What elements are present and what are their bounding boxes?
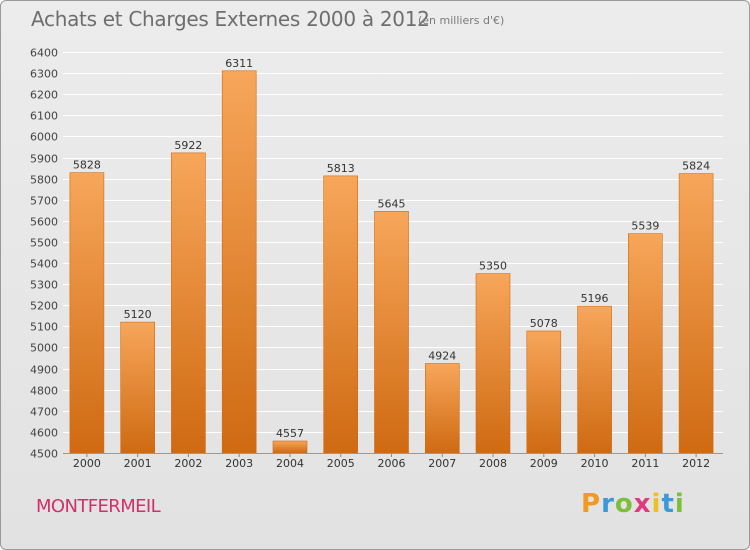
bar-2007 bbox=[424, 363, 460, 454]
x-tick-label: 2008 bbox=[479, 457, 507, 470]
y-tick-label: 5300 bbox=[30, 279, 58, 292]
y-tick-label: 6200 bbox=[30, 89, 58, 102]
bar-2004 bbox=[272, 440, 308, 454]
value-label: 5350 bbox=[479, 260, 507, 273]
x-tick-label: 2003 bbox=[225, 457, 253, 470]
logo-letter: i bbox=[674, 489, 685, 519]
y-tick-label: 5600 bbox=[30, 216, 58, 229]
chart-subtitle: (en milliers d'€) bbox=[418, 14, 505, 27]
y-axis: 4500 4600 4700 4800 4900 5000 5100 5200 5300 5400… bbox=[30, 47, 58, 461]
proxiti-logo: Proxiti bbox=[581, 489, 685, 519]
value-label: 5824 bbox=[682, 160, 710, 173]
bar-2009 bbox=[526, 330, 562, 454]
bar-2003 bbox=[221, 70, 257, 454]
x-tick-label: 2009 bbox=[530, 457, 558, 470]
bar-2002 bbox=[171, 152, 206, 454]
x-tick-label: 2001 bbox=[124, 457, 152, 470]
value-label: 5922 bbox=[174, 139, 202, 152]
x-tick-label: 2005 bbox=[327, 457, 355, 470]
value-label: 5645 bbox=[378, 197, 406, 210]
y-tick-label: 5500 bbox=[30, 237, 58, 250]
bar-2005 bbox=[323, 175, 359, 454]
city-name: MONTFERMEIL bbox=[36, 496, 161, 517]
logo-letter: x bbox=[633, 489, 652, 519]
value-label: 5828 bbox=[73, 159, 101, 172]
y-tick-label: 5200 bbox=[30, 300, 58, 313]
x-tick-label: 2011 bbox=[631, 457, 659, 470]
y-tick-label: 4600 bbox=[30, 427, 58, 440]
bar-2010 bbox=[577, 305, 612, 454]
chart-title: Achats et Charges Externes 2000 à 2012 bbox=[31, 7, 430, 31]
bar-2006 bbox=[374, 211, 409, 454]
x-tick-label: 2000 bbox=[73, 457, 101, 470]
y-tick-label: 6300 bbox=[30, 68, 58, 81]
y-tick-label: 4800 bbox=[30, 385, 58, 398]
y-tick-label: 5400 bbox=[30, 258, 58, 271]
y-tick-label: 5100 bbox=[30, 321, 58, 334]
y-tick-label: 6100 bbox=[30, 110, 58, 123]
y-tick-label: 6400 bbox=[30, 47, 58, 60]
logo-letter: r bbox=[601, 489, 615, 519]
x-tick-label: 2010 bbox=[581, 457, 609, 470]
x-tick-label: 2007 bbox=[428, 457, 456, 470]
y-tick-label: 5000 bbox=[30, 342, 58, 355]
y-tick-label: 4700 bbox=[30, 406, 58, 419]
logo-letter: P bbox=[581, 489, 602, 519]
value-label: 6311 bbox=[225, 57, 253, 70]
value-label: 4924 bbox=[428, 350, 456, 363]
logo-letter: o bbox=[614, 489, 634, 519]
x-tick-label: 2006 bbox=[378, 457, 406, 470]
bar-2008 bbox=[475, 273, 511, 454]
y-tick-label: 5800 bbox=[30, 174, 58, 187]
y-tick-label: 4900 bbox=[30, 364, 58, 377]
bar-2000 bbox=[69, 172, 105, 454]
value-label: 5813 bbox=[327, 162, 355, 175]
bars bbox=[69, 70, 714, 454]
bar-2001 bbox=[120, 321, 155, 454]
logo-letter: i bbox=[651, 489, 662, 519]
value-label: 5539 bbox=[631, 220, 659, 233]
x-tick-label: 2004 bbox=[276, 457, 304, 470]
x-axis: 2000 2001 2002 2003 2004 2005 2006 2007 2008 2009… bbox=[63, 453, 723, 470]
y-tick-label: 5900 bbox=[30, 153, 58, 166]
value-label: 5120 bbox=[124, 308, 152, 321]
x-tick-label: 2002 bbox=[174, 457, 202, 470]
logo-letter: t bbox=[661, 489, 675, 519]
value-label: 5078 bbox=[530, 317, 558, 330]
bar-2012 bbox=[678, 173, 714, 454]
value-labels: 5828 5120 5922 6311 4557 5813 5645 4924 5350 5078… bbox=[73, 57, 710, 440]
value-label: 5196 bbox=[581, 292, 609, 305]
value-label: 4557 bbox=[276, 427, 304, 440]
y-tick-label: 5700 bbox=[30, 195, 58, 208]
y-tick-label: 4500 bbox=[30, 448, 58, 461]
x-tick-label: 2012 bbox=[682, 457, 710, 470]
y-tick-label: 6000 bbox=[30, 131, 58, 144]
bar-2011 bbox=[627, 233, 663, 454]
